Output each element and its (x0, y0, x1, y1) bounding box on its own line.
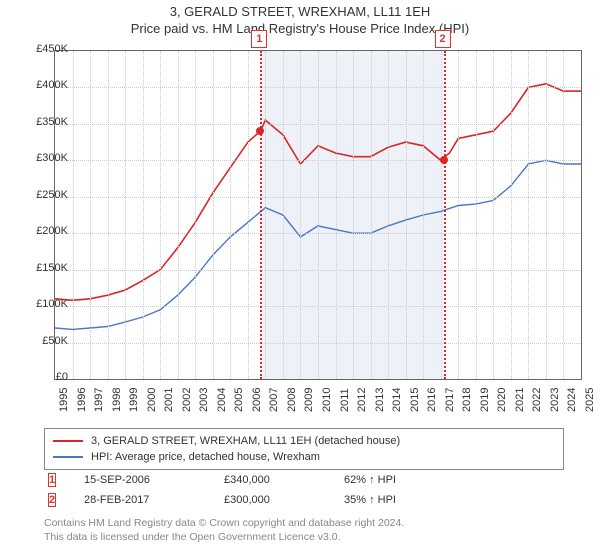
x-axis-label: 2011 (339, 388, 351, 412)
legend-swatch (53, 440, 83, 442)
event-row: 2 28-FEB-2017 £300,000 35% ↑ HPI (44, 490, 564, 510)
x-axis-label: 1996 (76, 388, 88, 412)
event-marker-dot (440, 156, 448, 164)
x-axis-label: 1999 (128, 388, 140, 412)
x-axis-label: 2010 (321, 388, 333, 412)
x-axis-label: 2015 (409, 388, 421, 412)
legend-row: 3, GERALD STREET, WREXHAM, LL11 1EH (det… (53, 433, 555, 449)
x-axis-label: 2001 (163, 388, 175, 412)
x-axis-label: 2021 (514, 388, 526, 412)
event-delta: 62% ↑ HPI (344, 474, 464, 486)
event-marker-box: 1 (251, 30, 267, 48)
legend-label: 3, GERALD STREET, WREXHAM, LL11 1EH (det… (91, 435, 400, 447)
y-axis-label: £0 (18, 371, 68, 383)
y-axis-label: £100K (18, 298, 68, 310)
y-axis-label: £400K (18, 79, 68, 91)
y-axis-label: £300K (18, 152, 68, 164)
events-table: 1 15-SEP-2006 £340,000 62% ↑ HPI 2 28-FE… (44, 470, 564, 510)
title-subtitle: Price paid vs. HM Land Registry's House … (0, 21, 600, 36)
event-id-box: 2 (48, 493, 56, 507)
event-price: £300,000 (224, 494, 344, 506)
license-text: Contains HM Land Registry data © Crown c… (44, 516, 564, 544)
event-delta: 35% ↑ HPI (344, 494, 464, 506)
x-axis-label: 2024 (566, 388, 578, 412)
x-axis-label: 2007 (268, 388, 280, 412)
price-chart (54, 50, 582, 380)
x-axis-label: 2004 (216, 388, 228, 412)
x-axis-label: 1995 (58, 388, 70, 412)
license-line2: This data is licensed under the Open Gov… (44, 531, 341, 543)
x-axis-label: 2017 (444, 388, 456, 412)
x-axis-label: 2014 (391, 388, 403, 412)
x-axis-label: 2019 (479, 388, 491, 412)
x-axis-label: 2005 (233, 388, 245, 412)
x-axis-label: 2022 (531, 388, 543, 412)
x-axis-label: 1998 (111, 388, 123, 412)
y-axis-label: £200K (18, 225, 68, 237)
x-axis-label: 2003 (198, 388, 210, 412)
legend-label: HPI: Average price, detached house, Wrex… (91, 451, 320, 463)
y-axis-label: £250K (18, 189, 68, 201)
x-axis-label: 2013 (374, 388, 386, 412)
event-price: £340,000 (224, 474, 344, 486)
event-date: 28-FEB-2017 (84, 494, 224, 506)
event-marker-box: 2 (435, 30, 451, 48)
x-axis-label: 1997 (93, 388, 105, 412)
license-line1: Contains HM Land Registry data © Crown c… (44, 517, 404, 529)
event-row: 1 15-SEP-2006 £340,000 62% ↑ HPI (44, 470, 564, 490)
legend-row: HPI: Average price, detached house, Wrex… (53, 449, 555, 465)
x-axis-label: 2009 (303, 388, 315, 412)
x-axis-label: 2018 (461, 388, 473, 412)
x-axis-label: 2023 (549, 388, 561, 412)
x-axis-label: 2006 (251, 388, 263, 412)
event-id-box: 1 (48, 473, 56, 487)
y-axis-label: £350K (18, 116, 68, 128)
title-address: 3, GERALD STREET, WREXHAM, LL11 1EH (0, 4, 600, 19)
y-axis-label: £50K (18, 335, 68, 347)
x-axis-label: 2016 (426, 388, 438, 412)
legend: 3, GERALD STREET, WREXHAM, LL11 1EH (det… (44, 428, 564, 470)
x-axis-label: 2008 (286, 388, 298, 412)
legend-swatch (53, 456, 83, 458)
event-date: 15-SEP-2006 (84, 474, 224, 486)
x-axis-label: 2012 (356, 388, 368, 412)
y-axis-label: £450K (18, 43, 68, 55)
y-axis-label: £150K (18, 262, 68, 274)
x-axis-label: 2000 (146, 388, 158, 412)
x-axis-label: 2020 (496, 388, 508, 412)
x-axis-label: 2025 (584, 388, 596, 412)
x-axis-label: 2002 (181, 388, 193, 412)
